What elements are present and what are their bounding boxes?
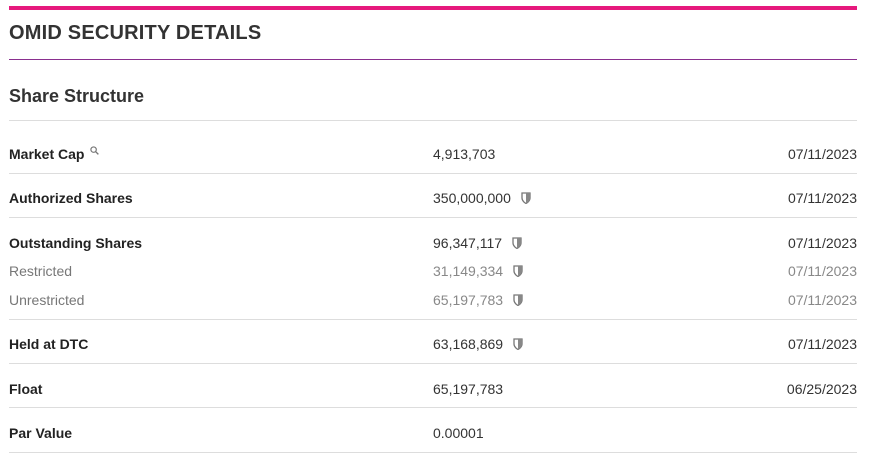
section-divider <box>9 120 857 121</box>
row-value: 65,197,783 <box>433 290 523 310</box>
row-date: 07/11/2023 <box>787 336 857 352</box>
unrestricted-value: 65,197,783 <box>433 292 504 308</box>
row-date: 07/11/2023 <box>787 190 857 206</box>
row-label: Unrestricted <box>9 292 85 308</box>
restricted-value: 31,149,334 <box>433 263 504 279</box>
row-divider <box>9 452 857 453</box>
row-value: 0.00001 <box>433 425 484 441</box>
shield-icon[interactable] <box>512 237 522 249</box>
row-held-at-dtc: Held at DTC 63,168,869 07/11/2023 <box>9 334 857 354</box>
row-date: 06/25/2023 <box>786 381 857 397</box>
authorized-shares-value: 350,000,000 <box>433 190 511 206</box>
row-label: Float <box>9 381 43 397</box>
row-value: 65,197,783 <box>433 381 504 397</box>
row-value: 4,913,703 <box>433 146 496 162</box>
row-divider <box>9 217 857 218</box>
page-title: OMID SECURITY DETAILS <box>9 22 262 44</box>
row-market-cap: Market Cap 4,913,703 07/11/2023 <box>9 144 857 164</box>
row-value: 31,149,334 <box>433 261 523 281</box>
row-unrestricted: Unrestricted 65,197,783 07/11/2023 <box>9 290 857 310</box>
shield-icon[interactable] <box>513 338 523 350</box>
magnifier-icon[interactable] <box>90 146 100 155</box>
title-divider <box>9 59 857 60</box>
row-label: Authorized Shares <box>9 190 133 206</box>
row-label: Held at DTC <box>9 336 89 352</box>
section-title: Share Structure <box>9 86 145 106</box>
row-outstanding-shares: Outstanding Shares 96,347,117 07/11/2023 <box>9 233 857 253</box>
row-label: Market Cap <box>9 144 100 164</box>
row-label: Par Value <box>9 425 73 441</box>
shield-icon[interactable] <box>513 294 523 306</box>
row-float: Float 65,197,783 06/25/2023 <box>9 379 857 399</box>
row-value: 63,168,869 <box>433 334 523 354</box>
row-restricted: Restricted 31,149,334 07/11/2023 <box>9 261 857 281</box>
row-divider <box>9 319 857 320</box>
row-date: 07/11/2023 <box>787 235 857 251</box>
row-label: Restricted <box>9 263 73 279</box>
accent-top-bar <box>9 6 857 10</box>
row-divider <box>9 363 857 364</box>
row-authorized-shares: Authorized Shares 350,000,000 07/11/2023 <box>9 188 857 208</box>
row-par-value: Par Value 0.00001 <box>9 423 857 443</box>
row-divider <box>9 407 857 408</box>
row-date: 07/11/2023 <box>787 263 857 279</box>
shield-icon[interactable] <box>513 265 523 277</box>
row-value: 350,000,000 <box>433 188 531 208</box>
row-value: 96,347,117 <box>433 233 522 253</box>
row-date: 07/11/2023 <box>787 146 857 162</box>
shield-icon[interactable] <box>521 192 531 204</box>
row-date: 07/11/2023 <box>787 292 857 308</box>
outstanding-shares-value: 96,347,117 <box>433 235 503 251</box>
row-label: Outstanding Shares <box>9 235 143 251</box>
market-cap-label: Market Cap <box>9 146 85 162</box>
row-divider <box>9 173 857 174</box>
held-at-dtc-value: 63,168,869 <box>433 336 504 352</box>
